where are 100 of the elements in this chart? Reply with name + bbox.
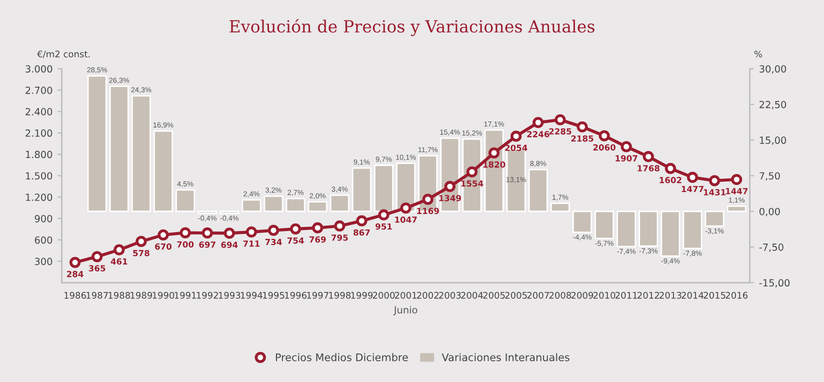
x-tick-label: 1996 — [285, 292, 306, 299]
point — [731, 174, 742, 186]
point — [268, 224, 280, 236]
data-label: 2185 — [571, 135, 594, 142]
x-axis-title: Junio — [393, 306, 418, 316]
bar — [528, 168, 548, 212]
x-tick-label: 1993 — [218, 292, 240, 299]
x-tick-label: 2012 — [638, 292, 659, 299]
data-label: 461 — [110, 258, 128, 265]
data-label: 1431 — [704, 189, 726, 196]
bar — [660, 210, 680, 257]
x-tick-label: 1994 — [240, 292, 262, 299]
y2-axis-title: % — [754, 50, 762, 58]
data-label: 697 — [199, 241, 216, 248]
y2-tick-label: 30,00 — [760, 65, 786, 74]
data-label: 769 — [309, 236, 326, 243]
x-tick-label: 2001 — [394, 292, 416, 299]
point — [620, 141, 632, 152]
point — [709, 175, 720, 186]
x-tick-label: 2008 — [549, 292, 572, 299]
x-tick-label: 2013 — [660, 292, 682, 299]
point — [69, 256, 81, 268]
point — [488, 147, 500, 158]
data-label: 1907 — [616, 155, 638, 162]
x-tick-label: 2002 — [417, 292, 438, 299]
x-tick-label: 1998 — [329, 292, 351, 299]
y2-tick-label: 22,50 — [760, 100, 786, 110]
x-tick-label: 2016 — [726, 292, 748, 299]
bar — [704, 210, 724, 227]
point — [334, 220, 346, 232]
point — [290, 223, 302, 234]
point — [136, 236, 147, 248]
bar — [550, 202, 570, 212]
bar — [440, 137, 460, 212]
data-label: 700 — [177, 241, 194, 248]
data-label: 2285 — [549, 128, 572, 135]
data-label: 1447 — [726, 188, 748, 194]
point — [312, 222, 324, 234]
point — [444, 180, 456, 192]
y-tick-label: 1.800 — [26, 150, 52, 158]
y2-tick-label: 0,00 — [760, 208, 780, 216]
x-tick-label: 2009 — [571, 292, 594, 299]
data-label: 951 — [376, 223, 392, 230]
x-tick-label: 2015 — [704, 292, 726, 299]
data-label: 1602 — [660, 176, 682, 184]
x-tick-label: 2000 — [372, 292, 395, 299]
point — [554, 114, 566, 126]
bar — [176, 189, 196, 212]
x-tick-label: 1995 — [263, 292, 284, 299]
legend-label: Variaciones Interanuales — [442, 353, 570, 362]
point — [356, 215, 368, 226]
y-tick-label: 3.000 — [26, 65, 52, 73]
bar — [682, 210, 702, 250]
data-label: 867 — [354, 229, 370, 236]
x-tick-label: 2011 — [616, 292, 637, 299]
x-tick-label: 1989 — [130, 292, 152, 299]
bar — [572, 210, 592, 233]
bar — [109, 86, 129, 212]
data-label: 670 — [155, 243, 172, 250]
x-tick-label: 1992 — [196, 292, 218, 299]
bar — [616, 210, 636, 248]
point — [510, 130, 522, 142]
y-tick-label: 2.400 — [26, 108, 52, 116]
y-tick-label: 2.700 — [26, 86, 52, 94]
bar — [594, 210, 614, 240]
y-tick-label: 1.500 — [26, 172, 52, 180]
x-tick-label: 1997 — [307, 292, 328, 299]
x-tick-label: 2007 — [527, 292, 549, 299]
bar — [484, 129, 504, 212]
x-tick-label: 1990 — [152, 292, 174, 299]
point — [114, 244, 125, 256]
data-label: 2246 — [527, 131, 550, 138]
data-label: 2054 — [505, 144, 528, 151]
legend-label: Precios Medios Diciembre — [276, 353, 408, 362]
point — [202, 227, 213, 239]
point — [576, 121, 588, 132]
bar — [264, 195, 284, 212]
y2-tick-label: 7,50 — [760, 172, 780, 181]
x-tick-label: 2005 — [483, 292, 505, 299]
bar — [242, 199, 262, 212]
point — [598, 130, 610, 142]
x-tick-label: 2004 — [461, 292, 483, 299]
bar — [286, 198, 306, 212]
point — [686, 172, 698, 183]
point — [664, 162, 676, 174]
x-tick-label: 1991 — [174, 292, 196, 299]
point — [92, 251, 103, 262]
x-tick-label: 2010 — [593, 292, 616, 299]
x-tick-label: 1999 — [351, 292, 373, 299]
data-label: 1820 — [483, 161, 506, 168]
point — [180, 227, 191, 238]
data-label: 284 — [66, 270, 84, 278]
point — [532, 116, 544, 128]
x-tick-label: 2014 — [682, 292, 704, 299]
point — [400, 202, 412, 214]
y2-tick-label: -7,50 — [759, 244, 784, 252]
bar — [352, 167, 372, 212]
y-tick-label: 900 — [34, 214, 52, 222]
x-tick-label: 2003 — [439, 292, 461, 299]
y2-tick-label: -15,00 — [759, 279, 790, 288]
